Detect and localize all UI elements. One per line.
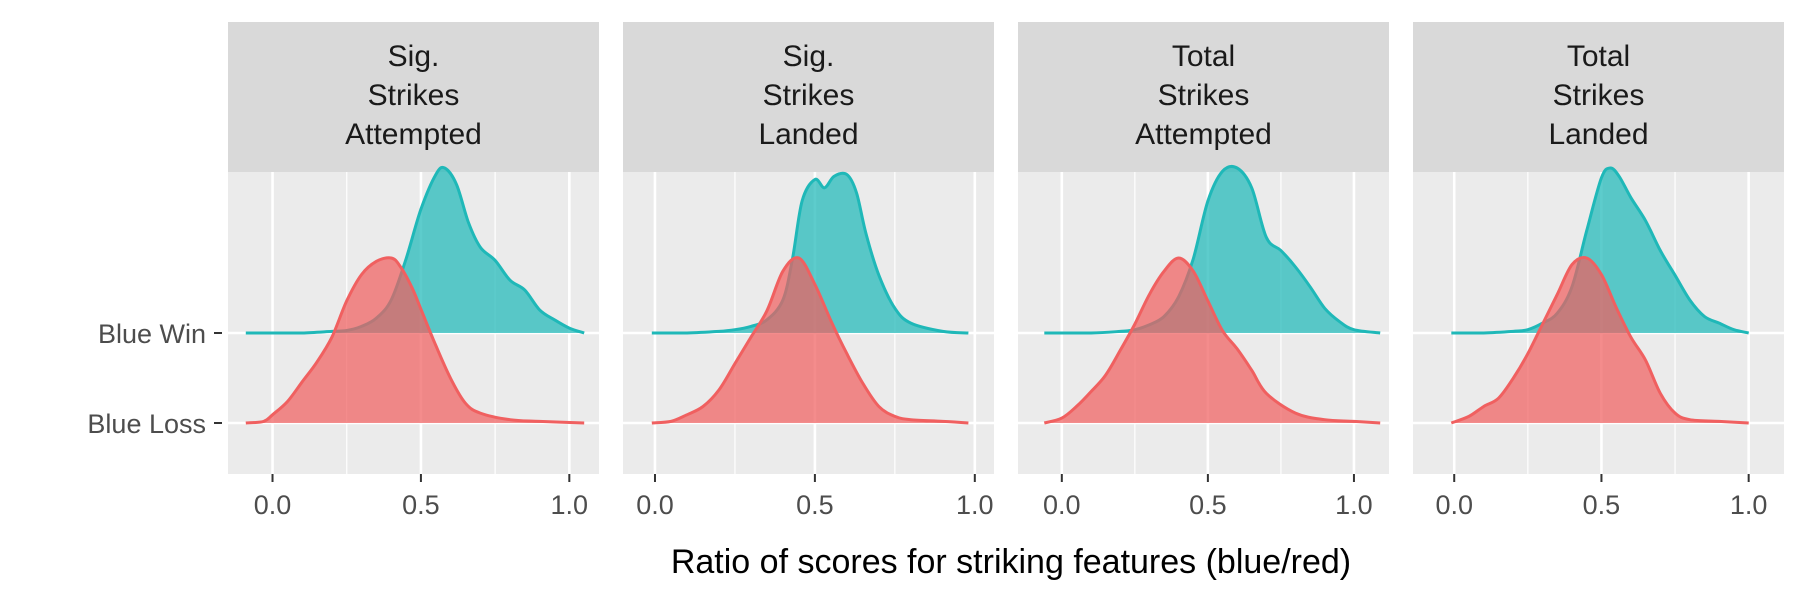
ridge-line-blue-win [1451, 166, 1750, 335]
facet-panel: Total Strikes Landed 0.0 0.5 1.0 [1413, 22, 1784, 520]
facet-title-line: Strikes [1158, 79, 1250, 112]
ridge-line-blue-loss [1043, 256, 1381, 425]
facet-title-line: Landed [758, 118, 858, 151]
facet-title-line: Strikes [763, 79, 855, 112]
facet-title-line: Sig. [388, 40, 440, 73]
ridge-fill-blue-loss [1044, 258, 1381, 423]
facet-title-line: Attempted [1135, 118, 1272, 151]
x-tick-label: 1.0 [956, 490, 994, 520]
ridge-fill-blue-loss [651, 257, 969, 423]
ridge-line-blue-loss [1450, 256, 1749, 425]
ridge-fill-blue-win [1451, 167, 1749, 333]
ridge-fill-blue-win [1044, 166, 1381, 333]
y-tick-label: Blue Win [98, 319, 206, 349]
facet-title-line: Attempted [345, 118, 482, 151]
ridge-line-blue-loss [651, 256, 969, 425]
facet-strip [1018, 22, 1389, 172]
facet-title-line: Sig. [783, 40, 835, 73]
facet-title-line: Strikes [1553, 79, 1645, 112]
ridge-fill-blue-win [651, 173, 969, 333]
facet-title-line: Total [1567, 40, 1630, 73]
y-tick-label: Blue Loss [87, 409, 206, 439]
x-tick-label: 1.0 [551, 490, 589, 520]
x-tick-label: 1.0 [1730, 490, 1768, 520]
facet-strip [623, 22, 994, 172]
x-tick-label: 0.5 [1189, 490, 1227, 520]
facet-title-line: Total [1172, 40, 1235, 73]
x-tick-label: 0.5 [1583, 490, 1621, 520]
x-tick-label: 0.0 [1043, 490, 1081, 520]
ridge-line-blue-win [651, 171, 969, 335]
x-tick-label: 0.0 [1435, 490, 1473, 520]
facet-panel: Sig. Strikes Landed 0.0 0.5 1.0 [623, 22, 994, 520]
facet-strip [1413, 22, 1784, 172]
x-tick-label: 0.5 [796, 490, 834, 520]
facet-title-line: Strikes [368, 79, 460, 112]
facet-title-line: Landed [1548, 118, 1648, 151]
ridge-fill-blue-win [245, 167, 585, 333]
facet-panel: Sig. Strikes Attempted 0.0 0.5 1.0 [228, 22, 599, 520]
x-tick-label: 0.5 [402, 490, 440, 520]
x-tick-label: 0.0 [254, 490, 292, 520]
facet-panel: Total Strikes Attempted 0.0 0.5 1.0 [1018, 22, 1389, 520]
ridge-fill-blue-loss [1451, 257, 1749, 423]
x-tick-label: 0.0 [636, 490, 674, 520]
facet-strip [228, 22, 599, 172]
ridge-fill-blue-loss [245, 257, 585, 423]
ridge-line-blue-loss [245, 256, 585, 425]
x-tick-label: 1.0 [1335, 490, 1373, 520]
x-axis-title: Ratio of scores for striking features (b… [671, 543, 1351, 581]
